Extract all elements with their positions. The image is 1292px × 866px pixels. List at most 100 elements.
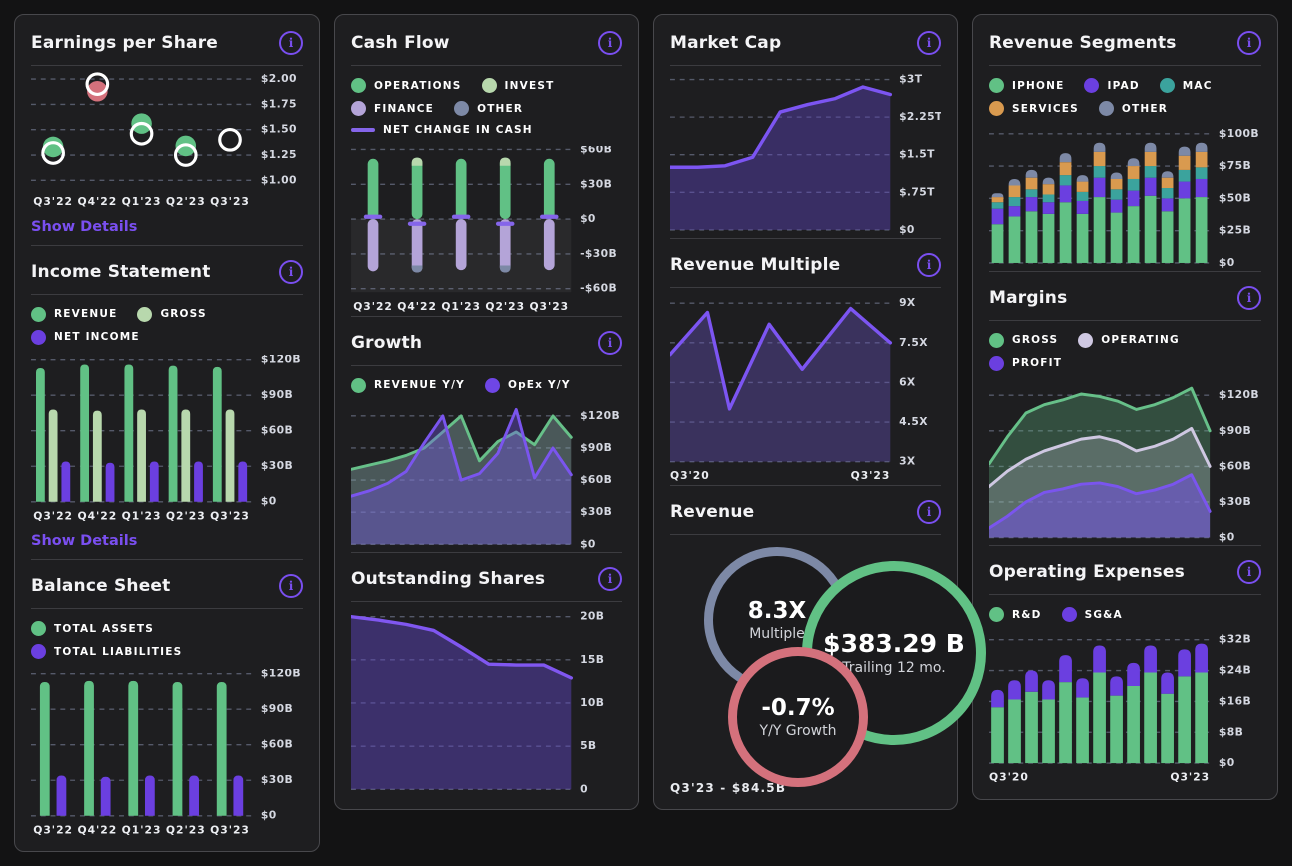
panel-header: Margins i: [989, 274, 1261, 320]
divider: [670, 286, 941, 288]
divider: [31, 608, 303, 610]
svg-text:Q2'23: Q2'23: [485, 300, 525, 313]
legend-label: R&D: [1012, 608, 1042, 621]
svg-text:$1.00: $1.00: [261, 173, 297, 186]
info-icon[interactable]: i: [279, 31, 303, 55]
divider: [989, 594, 1261, 596]
kpi-value: -0.7%: [761, 694, 835, 721]
legend-item: FINANCE: [351, 101, 434, 116]
balance-sheet-chart: $120B $90B $60B $30B $0 Q3'22 Q4'22 Q1'23 Q2'23 Q…: [31, 669, 303, 839]
legend-item: OTHER: [1098, 101, 1169, 116]
panel-header: Revenue i: [670, 488, 941, 534]
legend-dot-swatch: [351, 78, 366, 93]
income-statement-chart: $120B $90B $60B $30B $0 Q3'22 Q4'22 Q1'23 Q2'23 Q…: [31, 355, 303, 525]
svg-text:7.5X: 7.5X: [899, 336, 928, 349]
kpi-label: Multiple: [749, 625, 805, 642]
svg-text:$0: $0: [1219, 530, 1235, 543]
legend-dot-swatch: [1084, 78, 1100, 93]
svg-text:15B: 15B: [580, 653, 604, 666]
chart-legend: REVENUE Y/Y OpEx Y/Y: [351, 366, 622, 397]
panel-revenue: Revenue i 8.3X Multiple $383.29 B Traili…: [670, 484, 986, 797]
svg-text:Q1'23: Q1'23: [122, 195, 162, 208]
svg-text:Q3'23: Q3'23: [1170, 771, 1210, 784]
panel-market-cap: Market Cap i $3T $2.25T $1.5T $.75T $0: [670, 17, 941, 238]
legend-label: MAC: [1182, 79, 1213, 92]
svg-text:$32B: $32B: [1219, 633, 1251, 646]
legend-dot-swatch: [454, 101, 470, 116]
svg-text:Q1'23: Q1'23: [441, 300, 481, 313]
revenue-multiple-chart: 9X 7.5X 6X 4.5X 3X Q3'20 Q3'23: [670, 294, 941, 485]
svg-text:$60B: $60B: [261, 738, 293, 751]
info-icon[interactable]: i: [598, 330, 622, 355]
svg-text:$25B: $25B: [1219, 224, 1251, 237]
info-icon[interactable]: i: [598, 566, 622, 591]
svg-text:$0: $0: [580, 212, 596, 225]
svg-text:Q3'22: Q3'22: [33, 509, 73, 522]
svg-text:9X: 9X: [899, 296, 916, 309]
svg-text:Q3'22: Q3'22: [353, 300, 393, 313]
panel-income-statement: Income Statement i REVENUE GROSS NET INCOM…: [31, 244, 303, 559]
info-icon[interactable]: i: [279, 574, 303, 599]
svg-text:$30B: $30B: [261, 459, 293, 472]
kpi-circle-yoy-growth: -0.7% Y/Y Growth: [728, 646, 868, 787]
svg-text:Q1'23: Q1'23: [122, 824, 162, 837]
panel-revenue-multiple: Revenue Multiple i 9X 7.5X 6X 4.5X 3X Q3'20 Q3…: [670, 237, 941, 485]
show-details-link[interactable]: Show Details: [31, 218, 138, 235]
svg-text:Q4'22: Q4'22: [397, 300, 437, 313]
svg-text:$30B: $30B: [261, 773, 293, 786]
divider: [351, 65, 622, 66]
info-icon[interactable]: i: [1237, 285, 1261, 310]
svg-text:$30B: $30B: [1219, 495, 1251, 508]
growth-chart: $120B $90B $60B $30B $0: [351, 403, 622, 552]
legend-label: TOTAL ASSETS: [54, 622, 154, 635]
divider: [670, 65, 941, 66]
legend-label: OTHER: [477, 102, 524, 115]
info-icon[interactable]: i: [1237, 31, 1261, 55]
legend-item: PROFIT: [989, 355, 1062, 371]
svg-text:$60B: $60B: [1219, 459, 1251, 472]
svg-text:$1.75: $1.75: [261, 97, 297, 110]
legend-label: OpEx Y/Y: [507, 379, 571, 392]
svg-text:$100B: $100B: [1219, 127, 1259, 140]
svg-text:-$30B: -$30B: [580, 247, 617, 260]
divider: [31, 65, 303, 66]
svg-text:Q3'23: Q3'23: [210, 509, 250, 522]
panel-outstanding-shares: Outstanding Shares i 20B 15B 10B 5B 0: [351, 551, 622, 797]
info-icon[interactable]: i: [1237, 560, 1261, 585]
svg-text:Q4'22: Q4'22: [77, 195, 117, 208]
svg-text:$1.50: $1.50: [261, 123, 297, 136]
legend-dot-swatch: [351, 377, 366, 393]
chart-legend: TOTAL ASSETS TOTAL LIABILITIES: [31, 609, 303, 663]
legend-label: GROSS: [1012, 334, 1059, 347]
legend-label: OTHER: [1121, 102, 1169, 115]
svg-text:$120B: $120B: [580, 408, 620, 421]
svg-text:$120B: $120B: [261, 355, 301, 366]
legend-label: GROSS: [160, 308, 207, 321]
card-fundamentals: Earnings per Share i $2.00 $1.75 $1.50 $1.2…: [14, 14, 320, 853]
svg-text:$0: $0: [1219, 256, 1235, 269]
svg-text:Q4'22: Q4'22: [77, 824, 117, 837]
svg-text:$.75T: $.75T: [899, 185, 935, 198]
divider: [351, 600, 622, 602]
panel-title: Market Cap: [670, 33, 782, 53]
svg-text:$120B: $120B: [1219, 388, 1259, 401]
panel-header: Balance Sheet i: [31, 562, 303, 608]
legend-label: OPERATIONS: [374, 79, 462, 92]
svg-text:$0: $0: [261, 495, 277, 508]
legend-dot-swatch: [989, 607, 1004, 623]
legend-item: OPERATING: [1078, 332, 1179, 348]
info-icon[interactable]: i: [598, 31, 622, 55]
info-icon[interactable]: i: [917, 499, 941, 524]
divider: [670, 533, 941, 535]
info-icon[interactable]: i: [917, 252, 941, 277]
svg-text:$1.25: $1.25: [261, 148, 297, 161]
legend-label: REVENUE Y/Y: [374, 379, 465, 392]
svg-text:10B: 10B: [580, 696, 604, 709]
legend-label: SERVICES: [1012, 102, 1079, 115]
info-icon[interactable]: i: [917, 31, 941, 55]
svg-text:Q3'20: Q3'20: [989, 771, 1029, 784]
info-icon[interactable]: i: [279, 259, 303, 284]
show-details-link[interactable]: Show Details: [31, 533, 138, 550]
legend-dot-swatch: [31, 621, 46, 637]
svg-text:$75B: $75B: [1219, 159, 1251, 172]
